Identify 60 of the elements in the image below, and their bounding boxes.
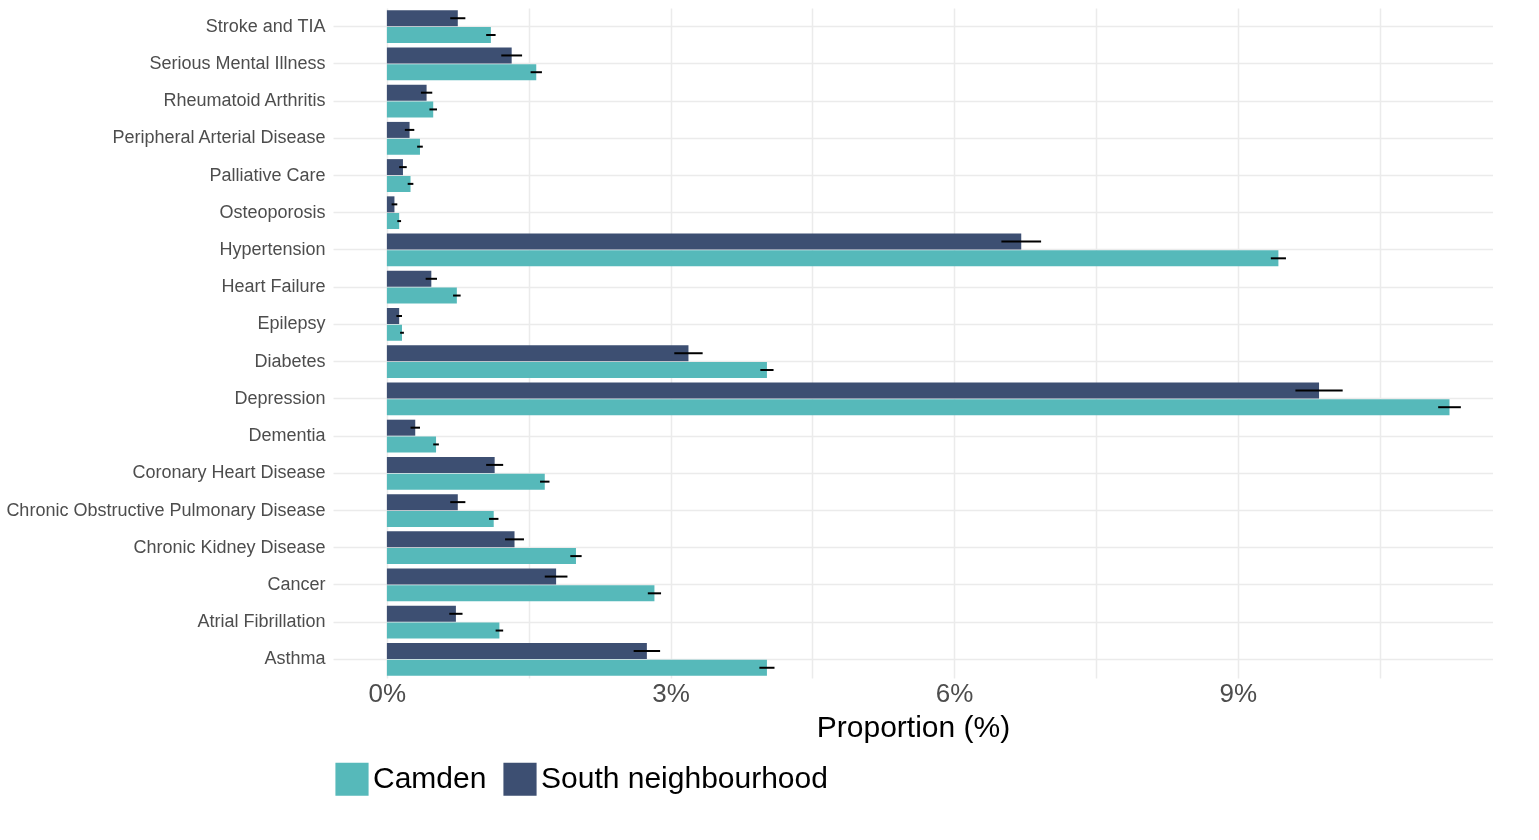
- bar: [386, 399, 1450, 416]
- bar: [386, 382, 1320, 399]
- y-tick-label: Coronary Heart Disease: [132, 462, 326, 483]
- y-tick-label: Palliative Care: [209, 164, 326, 185]
- bar: [386, 159, 403, 176]
- bar: [386, 345, 689, 362]
- bar: [386, 568, 557, 585]
- x-tick-label: 9%: [1219, 677, 1258, 708]
- bar: [386, 494, 458, 511]
- bar: [386, 26, 491, 43]
- bar: [386, 121, 410, 138]
- y-tick-label: Chronic Kidney Disease: [133, 536, 326, 557]
- bar: [386, 250, 1279, 267]
- bar: [386, 510, 494, 527]
- y-tick-label: Asthma: [264, 648, 327, 669]
- y-tick-label: Osteoporosis: [219, 201, 326, 222]
- legend-label: South neighbourhood: [541, 761, 828, 795]
- bar: [386, 473, 545, 490]
- bar: [386, 643, 647, 660]
- y-tick-label: Serious Mental Illness: [149, 52, 326, 73]
- bar: [386, 270, 432, 287]
- bar: [386, 361, 767, 378]
- y-tick-label: Dementia: [248, 425, 327, 446]
- bar: [386, 138, 420, 155]
- y-tick-label: Hypertension: [219, 238, 326, 259]
- bar: [386, 213, 400, 230]
- y-tick-label: Peripheral Arterial Disease: [112, 127, 326, 148]
- bar: [386, 287, 457, 304]
- y-tick-label: Depression: [234, 387, 326, 408]
- y-tick-label: Stroke and TIA: [205, 15, 326, 36]
- bar: [386, 233, 1022, 250]
- bar: [386, 324, 403, 341]
- bar: [386, 419, 416, 436]
- y-tick-label: Atrial Fibrillation: [197, 611, 326, 632]
- y-tick-label: Chronic Obstructive Pulmonary Disease: [6, 499, 326, 520]
- bar: [386, 548, 576, 565]
- x-axis-title: Proportion (%): [816, 709, 1011, 743]
- bar: [386, 659, 767, 676]
- y-tick-label: Cancer: [267, 573, 326, 594]
- y-tick-label: Heart Failure: [221, 276, 326, 297]
- bar: [386, 175, 411, 192]
- bar: [386, 585, 655, 602]
- bar: [386, 622, 500, 639]
- x-tick-label: 6%: [935, 677, 974, 708]
- x-tick-label: 3%: [652, 677, 690, 708]
- bar: [386, 436, 437, 453]
- bar: [386, 47, 512, 64]
- legend-label: Camden: [373, 761, 487, 795]
- bar: [386, 456, 495, 473]
- bar: [386, 531, 515, 548]
- bar: [386, 101, 434, 118]
- bar: [386, 605, 456, 622]
- y-tick-label: Rheumatoid Arthritis: [163, 90, 326, 111]
- bar: [386, 84, 427, 101]
- x-tick-label: 0%: [368, 677, 407, 708]
- bar: [386, 10, 458, 27]
- y-tick-label: Diabetes: [254, 350, 326, 371]
- bar: [386, 308, 400, 325]
- y-tick-label: Epilepsy: [257, 313, 326, 334]
- bar: [386, 64, 537, 81]
